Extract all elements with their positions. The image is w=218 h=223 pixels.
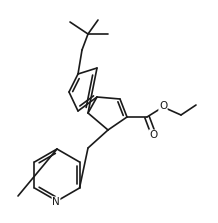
Text: O: O xyxy=(159,101,167,111)
Text: O: O xyxy=(149,130,157,140)
Text: N: N xyxy=(52,197,60,207)
